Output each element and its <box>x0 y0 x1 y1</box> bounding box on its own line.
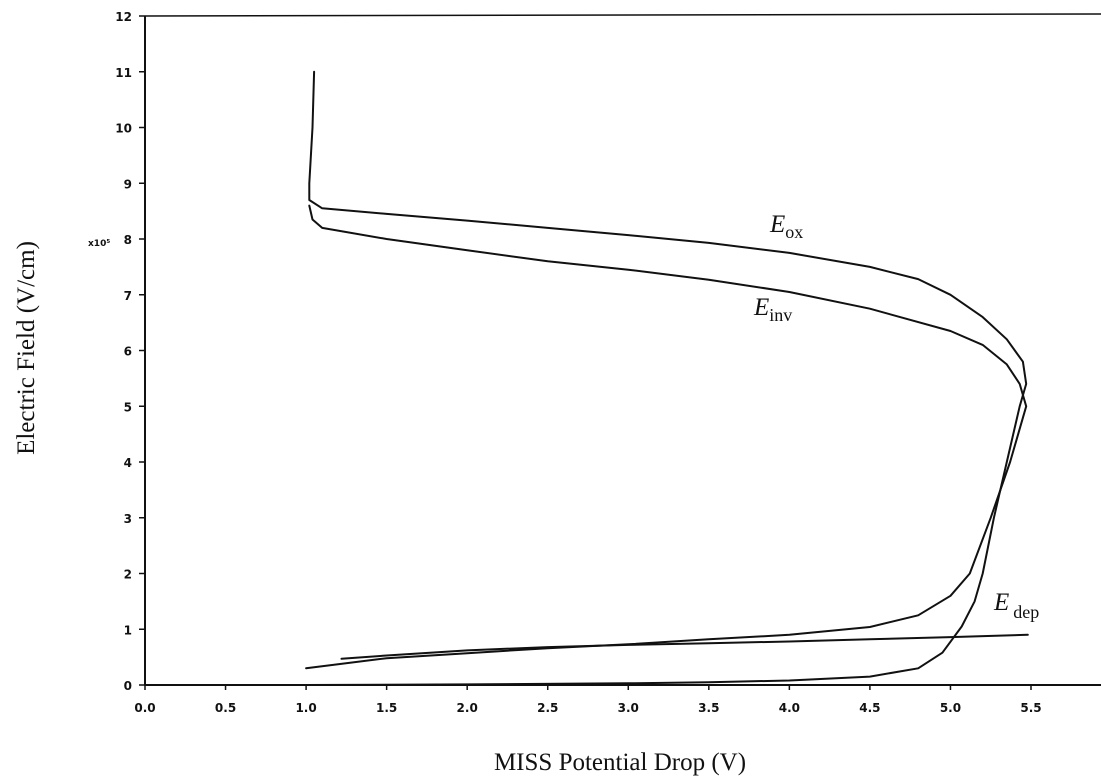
series-label-e-ox: Eox <box>769 211 803 242</box>
x-axis-ticks: 0.0 0.5 1.0 1.5 2.0 2.5 3.0 3.5 4.0 4.5 5.0 5.5 <box>134 685 1042 715</box>
y-tick-label: 8 <box>124 233 132 247</box>
plot-top-border <box>144 13 1101 17</box>
series-line-e-inv <box>305 204 1028 670</box>
y-axis-multiplier: x10⁵ <box>88 239 110 249</box>
x-tick-label: 2.5 <box>537 701 558 715</box>
series-line-e-dep <box>340 633 1029 660</box>
x-tick-label: 5.0 <box>940 701 961 715</box>
y-tick-label: 11 <box>115 66 132 80</box>
x-tick-label: 2.0 <box>457 701 478 715</box>
x-tick-label: 3.5 <box>698 701 719 715</box>
y-tick-label: 2 <box>124 568 132 582</box>
y-tick-label: 4 <box>124 456 132 470</box>
y-tick-label: 5 <box>124 400 132 414</box>
y-tick-label: 12 <box>115 10 132 24</box>
y-tick-label: 9 <box>124 177 132 191</box>
y-tick-label: 10 <box>115 122 132 136</box>
x-tick-label: 3.0 <box>618 701 639 715</box>
series-label-e-inv: Einv <box>753 294 792 325</box>
x-tick-label: 1.0 <box>295 701 316 715</box>
y-tick-label: 6 <box>124 345 132 359</box>
y-tick-label: 7 <box>124 289 132 303</box>
x-tick-label: 5.5 <box>1020 701 1041 715</box>
y-axis-title: Electric Field (V/cm) <box>13 241 40 455</box>
x-tick-label: 4.0 <box>779 701 800 715</box>
y-tick-label: 3 <box>124 512 132 526</box>
plot-frame <box>144 13 1101 686</box>
x-axis-title: MISS Potential Drop (V) <box>494 749 746 776</box>
x-tick-label: 0.0 <box>134 701 155 715</box>
x-tick-label: 1.5 <box>376 701 397 715</box>
y-tick-label: 1 <box>124 623 132 637</box>
series-curves <box>144 70 1029 686</box>
x-tick-label: 4.5 <box>859 701 880 715</box>
x-tick-label: 0.5 <box>215 701 236 715</box>
y-tick-label: 0 <box>124 679 132 693</box>
series-line-e-ox <box>144 70 1028 686</box>
